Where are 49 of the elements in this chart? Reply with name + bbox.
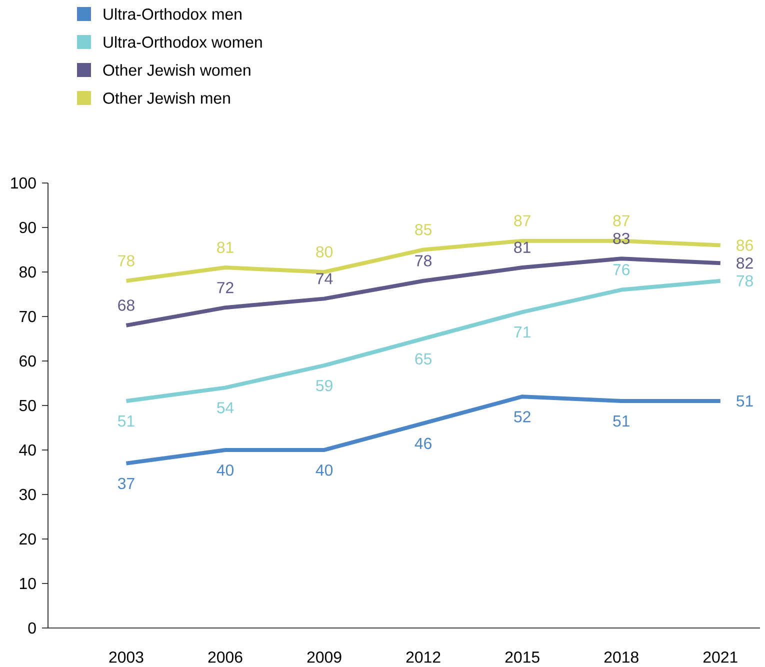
x-tick-label: 2012 bbox=[406, 652, 440, 663]
data-label: 40 bbox=[316, 464, 333, 476]
x-tick-label: 2015 bbox=[505, 652, 540, 663]
x-tick-label: 2006 bbox=[208, 652, 242, 663]
data-label: 80 bbox=[316, 246, 333, 258]
data-label: 51 bbox=[736, 395, 753, 407]
x-tick-label: 2009 bbox=[307, 652, 342, 663]
data-label: 71 bbox=[514, 326, 530, 338]
data-label: 76 bbox=[613, 264, 630, 276]
data-label: 78 bbox=[736, 275, 753, 287]
legend-label: Ultra-Orthodox men bbox=[104, 8, 242, 20]
y-tick-label: 30 bbox=[19, 488, 36, 500]
y-tick-label: 100 bbox=[11, 177, 36, 189]
y-tick-label: 20 bbox=[20, 533, 36, 545]
legend-label: Ultra-Orthodox women bbox=[104, 36, 262, 48]
x-tick-label: 2021 bbox=[703, 652, 738, 663]
data-label: 54 bbox=[217, 402, 234, 414]
data-label: 46 bbox=[414, 438, 432, 450]
y-tick-label: 80 bbox=[19, 266, 36, 278]
x-tick-label: 2018 bbox=[604, 652, 638, 663]
y-tick-label: 10 bbox=[20, 578, 36, 590]
data-label: 51 bbox=[118, 416, 134, 427]
legend-label: Other Jewish men bbox=[103, 92, 230, 104]
data-label: 51 bbox=[613, 416, 630, 427]
y-tick-label: 0 bbox=[28, 622, 36, 634]
legend-label: Other Jewish women bbox=[103, 64, 250, 76]
data-label: 37 bbox=[118, 478, 134, 490]
y-tick-label: 40 bbox=[19, 444, 36, 456]
data-label: 40 bbox=[216, 464, 234, 476]
data-label: 74 bbox=[316, 273, 333, 284]
x-tick-label: 2003 bbox=[109, 652, 144, 663]
data-label: 87 bbox=[613, 215, 630, 226]
y-tick-label: 90 bbox=[20, 222, 36, 234]
y-tick-label: 60 bbox=[20, 355, 36, 367]
data-label: 87 bbox=[514, 215, 530, 226]
data-label: 78 bbox=[118, 255, 134, 266]
data-label: 52 bbox=[514, 411, 530, 422]
y-tick-label: 50 bbox=[19, 400, 36, 412]
data-label: 82 bbox=[736, 257, 753, 269]
data-label: 81 bbox=[217, 242, 234, 254]
data-label: 78 bbox=[415, 255, 432, 266]
data-label: 68 bbox=[118, 300, 134, 311]
data-label: 72 bbox=[217, 282, 234, 294]
data-label: 81 bbox=[514, 242, 530, 254]
data-label: 85 bbox=[415, 224, 432, 236]
data-label: 65 bbox=[415, 353, 432, 365]
data-label: 86 bbox=[736, 240, 753, 251]
data-label: 59 bbox=[316, 380, 332, 392]
y-tick-label: 70 bbox=[20, 310, 36, 322]
